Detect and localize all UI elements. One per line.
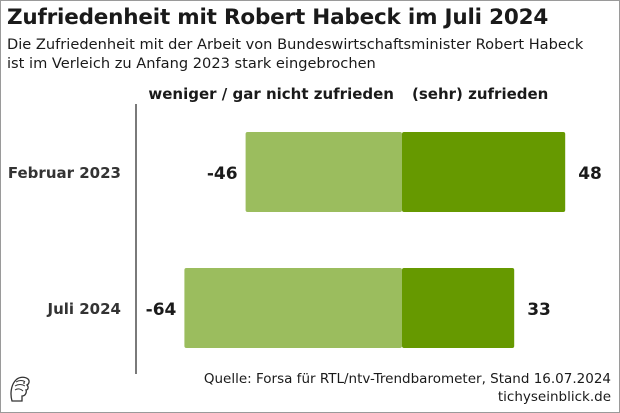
chart-subtitle: Die Zufriedenheit mit der Arbeit von Bun… — [7, 35, 583, 73]
value-label-negative: -64 — [146, 300, 177, 320]
legend-negative: weniger / gar nicht zufrieden — [148, 85, 394, 103]
legend-positive: (sehr) zufrieden — [412, 85, 548, 103]
brand-label: tichyseinblick.de — [497, 389, 611, 405]
value-label-positive: 33 — [527, 300, 551, 320]
category-label: Juli 2024 — [46, 300, 121, 318]
category-label: Februar 2023 — [8, 164, 121, 182]
subtitle-line-1: Die Zufriedenheit mit der Arbeit von Bun… — [7, 36, 584, 53]
bar-negative — [184, 268, 402, 348]
chart-title: Zufriedenheit mit Robert Habeck im Juli … — [7, 5, 549, 30]
value-label-positive: 48 — [578, 164, 602, 184]
subtitle-line-2: ist im Verleich zu Anfang 2023 stark ein… — [7, 55, 376, 72]
bar-positive — [402, 132, 566, 212]
source-note: Quelle: Forsa für RTL/ntv-Trendbarometer… — [204, 370, 611, 406]
bar-negative — [245, 132, 402, 212]
value-label-negative: -46 — [207, 164, 238, 184]
tichys-einblick-logo — [7, 374, 33, 408]
source-line: Quelle: Forsa für RTL/ntv-Trendbarometer… — [203, 371, 611, 387]
bar-positive — [402, 268, 515, 348]
